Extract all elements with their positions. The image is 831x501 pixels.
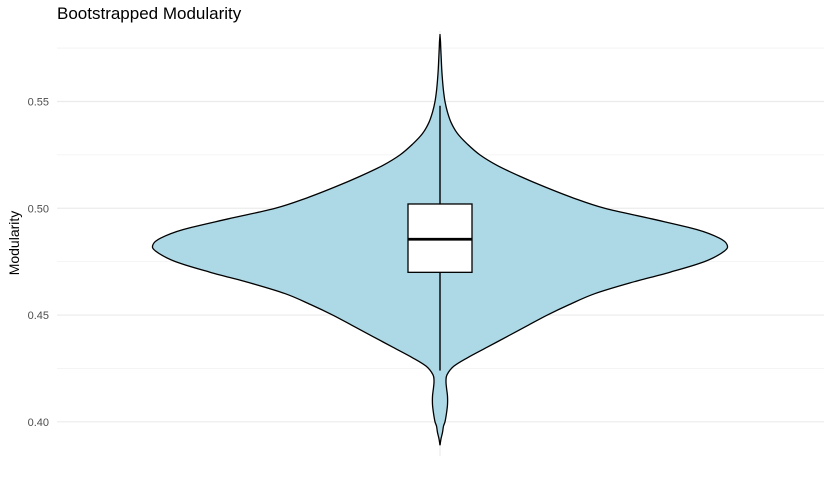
boxplot-layer bbox=[407, 105, 473, 371]
y-tick-label: 0.55 bbox=[28, 96, 49, 108]
y-tick-label: 0.50 bbox=[28, 203, 49, 215]
chart-title: Bootstrapped Modularity bbox=[57, 4, 242, 23]
y-axis-ticks: 0.40 0.45 0.50 0.55 bbox=[28, 96, 49, 428]
y-tick-label: 0.40 bbox=[28, 417, 49, 429]
y-tick-label: 0.45 bbox=[28, 310, 49, 322]
